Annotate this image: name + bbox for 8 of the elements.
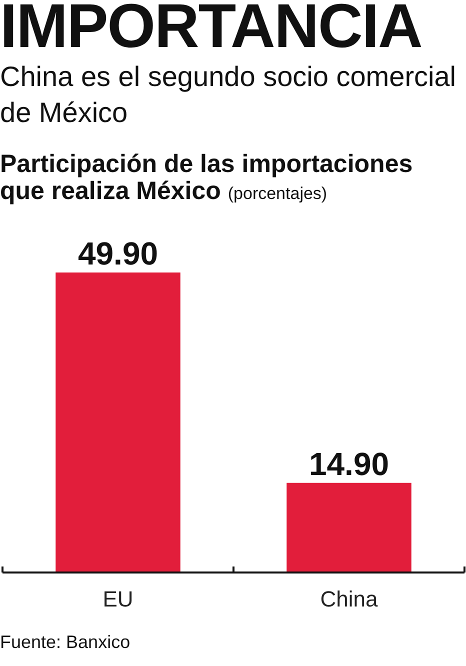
chart-title: IMPORTANCIA: [0, 0, 422, 61]
data-label: 14.90: [308, 446, 390, 482]
x-tick-label: China: [320, 586, 379, 612]
y-axis-title: Participación de las importaciones que realiza México (porcentajes): [0, 150, 413, 206]
chart-subtitle: China es el segundo socio comercial de México: [0, 60, 458, 130]
x-tick-label: EU: [102, 586, 134, 612]
source-note: Fuente: Banxico: [0, 632, 130, 654]
data-label: 49.90: [78, 235, 158, 272]
